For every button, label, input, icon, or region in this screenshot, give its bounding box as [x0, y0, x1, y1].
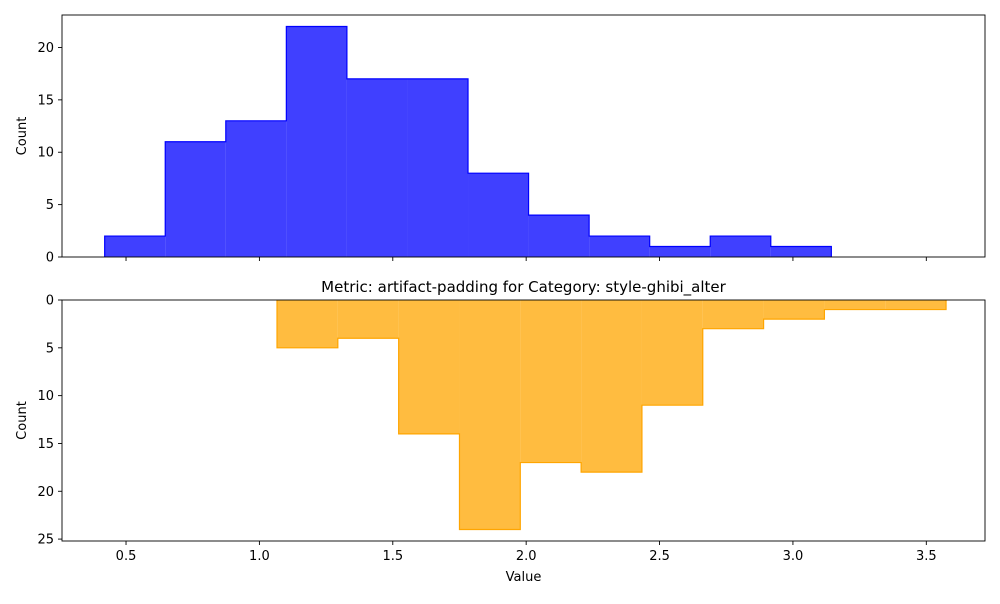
y-tick-label: 5 — [46, 341, 54, 356]
top-histogram-panel: 0 5 10 15 20 Count — [15, 14, 986, 266]
histogram-bar — [337, 300, 399, 339]
chart-title: Metric: artifact-padding for Category: s… — [321, 278, 726, 297]
histogram-bar — [581, 300, 642, 473]
axes-frame — [61, 299, 986, 542]
y-tick-label: 25 — [37, 533, 54, 548]
x-tick-label: 2.5 — [649, 549, 670, 564]
histogram-bar — [286, 26, 347, 258]
y-axis-label: Count — [15, 401, 30, 440]
histogram-bar — [885, 300, 947, 310]
x-tick-label: 0.5 — [116, 549, 137, 564]
histogram-bar — [520, 300, 582, 463]
histogram-bar — [710, 236, 771, 257]
y-axis-label: Count — [15, 117, 30, 156]
histogram-outline — [276, 300, 947, 531]
x-tick-label: 3.0 — [783, 549, 804, 564]
histogram-bar — [649, 246, 711, 257]
histogram-outline — [104, 25, 832, 257]
y-tick-label: 5 — [46, 198, 54, 213]
axes-frame — [61, 14, 986, 258]
histogram-bar — [770, 246, 832, 257]
histogram-bars — [277, 300, 947, 530]
histogram-bar — [407, 78, 469, 258]
histogram-bar — [641, 300, 703, 406]
histogram-bar — [277, 300, 338, 348]
x-tick-label: 3.5 — [916, 549, 937, 564]
y-tick-label: 20 — [37, 41, 54, 56]
histogram-bar — [468, 173, 529, 257]
histogram-bar — [824, 300, 886, 310]
bottom-histogram-panel: 0.5 1.0 1.5 2.0 2.5 3.0 3.5 0 5 10 15 20 25 Count Valu… — [15, 278, 986, 585]
histogram-bar — [459, 300, 521, 530]
histogram-bar — [398, 300, 460, 434]
histogram-bar — [702, 300, 764, 329]
histogram-bar — [763, 300, 825, 320]
y-tick-label: 0 — [46, 294, 54, 309]
histogram-bar — [346, 78, 408, 258]
histogram-bar — [104, 236, 166, 257]
y-tick-label: 20 — [37, 485, 54, 500]
y-tick-label: 10 — [37, 146, 54, 161]
x-tick-label: 1.0 — [249, 549, 270, 564]
histogram-bar — [589, 236, 650, 257]
y-tick-label: 15 — [37, 93, 54, 108]
x-tick-label: 1.5 — [382, 549, 403, 564]
y-tick-label: 15 — [37, 437, 54, 452]
y-tick-label: 10 — [37, 389, 54, 404]
histogram-bars — [104, 26, 832, 258]
x-tick-label: 2.0 — [516, 549, 537, 564]
histogram-bar — [165, 141, 226, 257]
histogram-bar — [225, 120, 287, 257]
histogram-bar — [528, 215, 590, 257]
x-axis-label: Value — [506, 570, 542, 585]
y-tick-label: 0 — [46, 251, 54, 266]
